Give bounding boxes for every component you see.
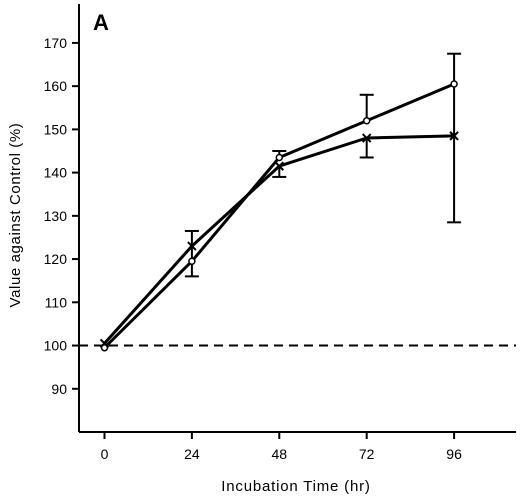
data-point-cross	[99, 338, 110, 349]
cross-stroke	[187, 241, 197, 251]
y-tick-label: 110	[45, 294, 68, 310]
x-tick-label: 0	[101, 446, 109, 462]
panel-label: A	[93, 10, 109, 35]
cross-stroke	[274, 161, 284, 171]
y-tick-label: 120	[44, 251, 68, 267]
y-tick-label: 100	[44, 338, 68, 354]
cross-stroke	[99, 338, 110, 349]
data-point-cross	[361, 133, 372, 143]
y-tick-label: 150	[44, 121, 68, 137]
y-tick-label: 140	[44, 165, 68, 181]
data-point-circle	[275, 153, 284, 162]
cross-stroke	[449, 131, 459, 141]
series-line-1	[103, 82, 455, 349]
y-axis-title: Value against Control (%)	[7, 123, 24, 308]
axes: 90 100 110 120 130 140 150 160 170 0 24 48 72 96	[44, 4, 516, 462]
data-point-circle	[450, 80, 458, 88]
x-tick-label: 24	[184, 446, 200, 462]
x-tick-label: 72	[359, 446, 375, 462]
series-layer	[99, 52, 462, 352]
y-tick-label: 90	[51, 381, 67, 397]
x-tick-label: 96	[446, 446, 462, 462]
data-point-circle	[362, 116, 371, 125]
data-point-cross	[187, 241, 197, 251]
y-tick-label: 130	[44, 208, 68, 224]
cross-stroke	[361, 133, 372, 143]
x-tick-label: 48	[272, 446, 288, 462]
data-point-cross	[274, 161, 284, 171]
data-point-circle	[188, 257, 196, 265]
x-axis-title: Incubation Time (hr)	[221, 478, 370, 495]
y-tick-label: 160	[44, 78, 68, 94]
data-point-cross	[449, 131, 459, 141]
y-tick-label: 170	[44, 35, 68, 51]
